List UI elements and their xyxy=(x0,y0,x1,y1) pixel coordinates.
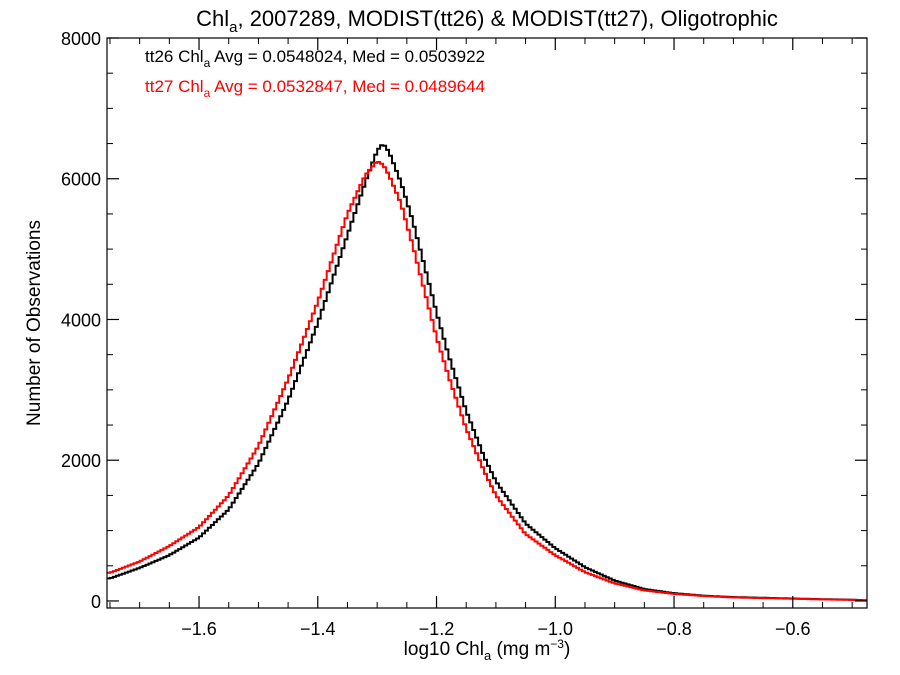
legend-entry-tt26: tt26 Chla Avg = 0.0548024, Med = 0.05039… xyxy=(145,47,485,70)
chart-title-pre: Chl xyxy=(196,6,229,31)
series-line-tt27 xyxy=(107,161,867,602)
legend-tt27-pre: tt27 Chl xyxy=(145,77,204,96)
legend-tt27-post: Avg = 0.0532847, Med = 0.0489644 xyxy=(210,77,485,96)
y-axis: 0 2000 4000 6000 8000 xyxy=(61,29,867,612)
x-axis-label-pre: log10 Chl xyxy=(404,639,484,660)
x-axis-label-post: ) xyxy=(564,639,570,660)
x-tick-label: −0.8 xyxy=(656,619,692,639)
legend: tt26 Chla Avg = 0.0548024, Med = 0.05039… xyxy=(145,47,485,100)
legend-tt26-post: Avg = 0.0548024, Med = 0.0503922 xyxy=(210,47,485,66)
legend-tt27-sub: a xyxy=(204,86,211,100)
x-axis-label-sup: −3 xyxy=(550,637,564,651)
x-axis-label: log10 Chla (mg m−3) xyxy=(404,637,571,663)
x-axis-label-sub: a xyxy=(484,648,492,663)
y-tick-label: 6000 xyxy=(61,170,101,190)
x-axis: −1.6 −1.4 −1.2 −1.0 −0.8 −0.6 xyxy=(109,38,853,639)
legend-entry-tt27: tt27 Chla Avg = 0.0532847, Med = 0.04896… xyxy=(145,77,485,100)
y-tick-label: 0 xyxy=(91,592,101,612)
y-tick-label: 4000 xyxy=(61,310,101,330)
chart-title-post: , 2007289, MODIST(tt26) & MODIST(tt27), … xyxy=(237,6,777,31)
x-axis-label-mid: (mg m xyxy=(491,639,550,660)
plot-series xyxy=(107,144,867,602)
x-tick-label: −1.0 xyxy=(538,619,574,639)
legend-tt26-pre: tt26 Chl xyxy=(145,47,204,66)
y-tick-label: 8000 xyxy=(61,29,101,49)
chart-title-sub: a xyxy=(229,19,238,36)
plot-frame xyxy=(106,37,868,609)
x-tick-label: −0.6 xyxy=(775,619,811,639)
x-tick-label: −1.2 xyxy=(419,619,455,639)
legend-tt26-sub: a xyxy=(204,56,211,70)
x-tick-label: −1.4 xyxy=(300,619,336,639)
series-line-tt26 xyxy=(107,144,867,602)
y-tick-label: 2000 xyxy=(61,451,101,471)
y-axis-label: Number of Observations xyxy=(24,220,45,426)
chart-title: Chla, 2007289, MODIST(tt26) & MODIST(tt2… xyxy=(196,6,778,36)
x-tick-label: −1.6 xyxy=(181,619,217,639)
